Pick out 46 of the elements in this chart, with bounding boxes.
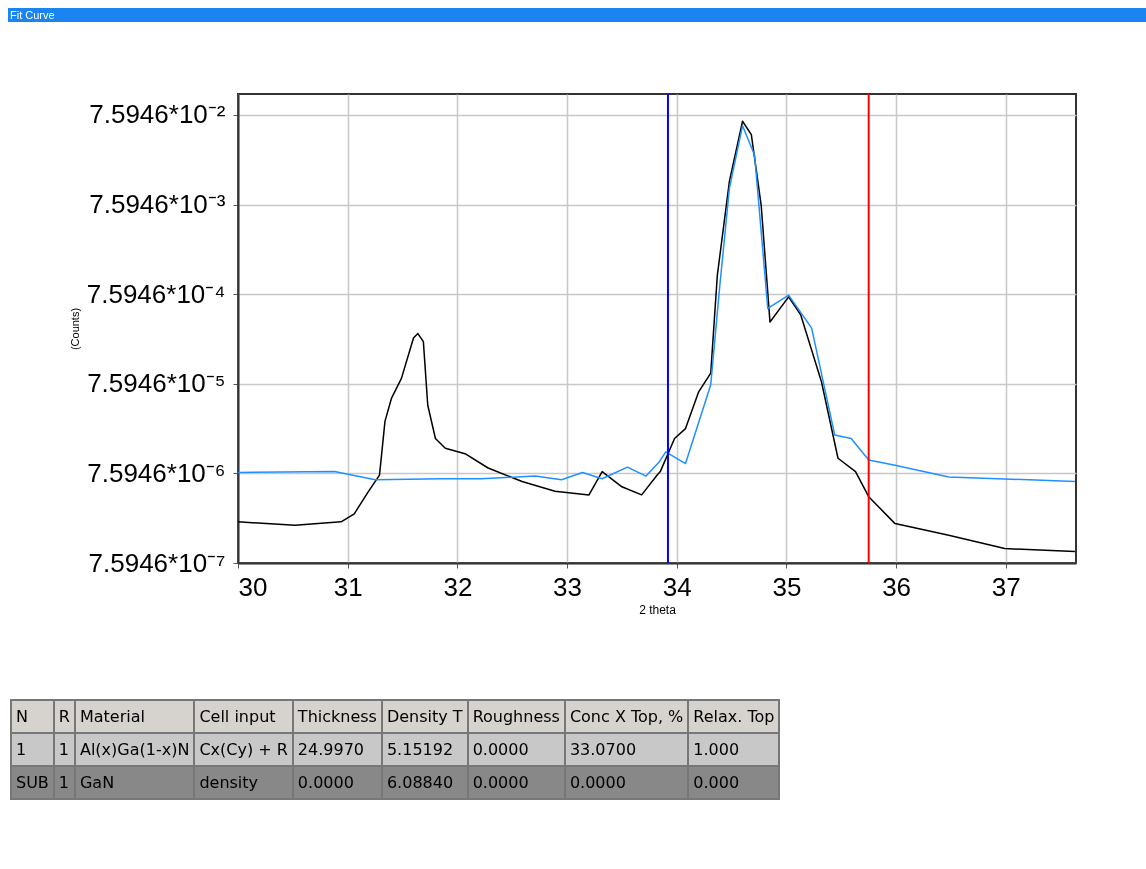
text: 1 [53, 733, 75, 766]
y-axis-title: (Counts) [68, 307, 81, 351]
x-tick-label: 36 [882, 571, 912, 602]
text: 1 [53, 766, 75, 799]
text: Fit Curve [8, 8, 1146, 22]
x-tick-label: 32 [443, 571, 473, 602]
x-tick-label: 35 [772, 571, 802, 602]
text: 0.000 [688, 766, 780, 799]
x-tick-label: 34 [662, 571, 692, 602]
y-tick-label: 7.5946*10⁻³ [89, 189, 226, 220]
x-tick-label: 31 [333, 571, 363, 602]
text: N [11, 700, 54, 733]
text: GaN [74, 766, 195, 799]
x-axis-title: 2 theta [639, 602, 677, 617]
text: Density T [381, 700, 468, 733]
x-tick-label: 37 [991, 571, 1021, 602]
line-series [238, 120, 1076, 553]
y-tick-label: 7.5946*10⁻⁵ [87, 368, 226, 399]
text: 0.0000 [467, 733, 565, 766]
text: Relax. Top [688, 700, 780, 733]
text: SUB [11, 766, 54, 799]
line-series [238, 124, 1076, 483]
text: 0.0000 [564, 766, 689, 799]
text: Cell input [194, 700, 293, 733]
text: Material [74, 700, 195, 733]
text: density [194, 766, 293, 799]
y-tick-label: 7.5946*10⁻⁷ [88, 547, 226, 578]
text: 0.0000 [467, 766, 565, 799]
text: 6.08840 [381, 766, 468, 799]
text: 24.9970 [292, 733, 382, 766]
text: Thickness [292, 700, 382, 733]
text: 1 [11, 733, 54, 766]
text: R [53, 700, 75, 733]
text: 33.0700 [564, 733, 689, 766]
text: 5.15192 [381, 733, 468, 766]
text: Cx(Cy) + R [194, 733, 293, 766]
x-tick-label: 30 [238, 571, 268, 602]
text: Conc X Top, % [564, 700, 689, 733]
y-tick-label: 7.5946*10⁻⁶ [87, 457, 226, 488]
text: Al(x)Ga(1-x)N [74, 733, 195, 766]
text: Roughness [467, 700, 565, 733]
text: 0.0000 [292, 766, 382, 799]
x-tick-label: 33 [553, 571, 583, 602]
y-tick-label: 7.5946*10⁻⁴ [86, 278, 226, 309]
y-tick-label: 7.5946*10⁻² [89, 99, 226, 130]
text: 1.000 [688, 733, 780, 766]
